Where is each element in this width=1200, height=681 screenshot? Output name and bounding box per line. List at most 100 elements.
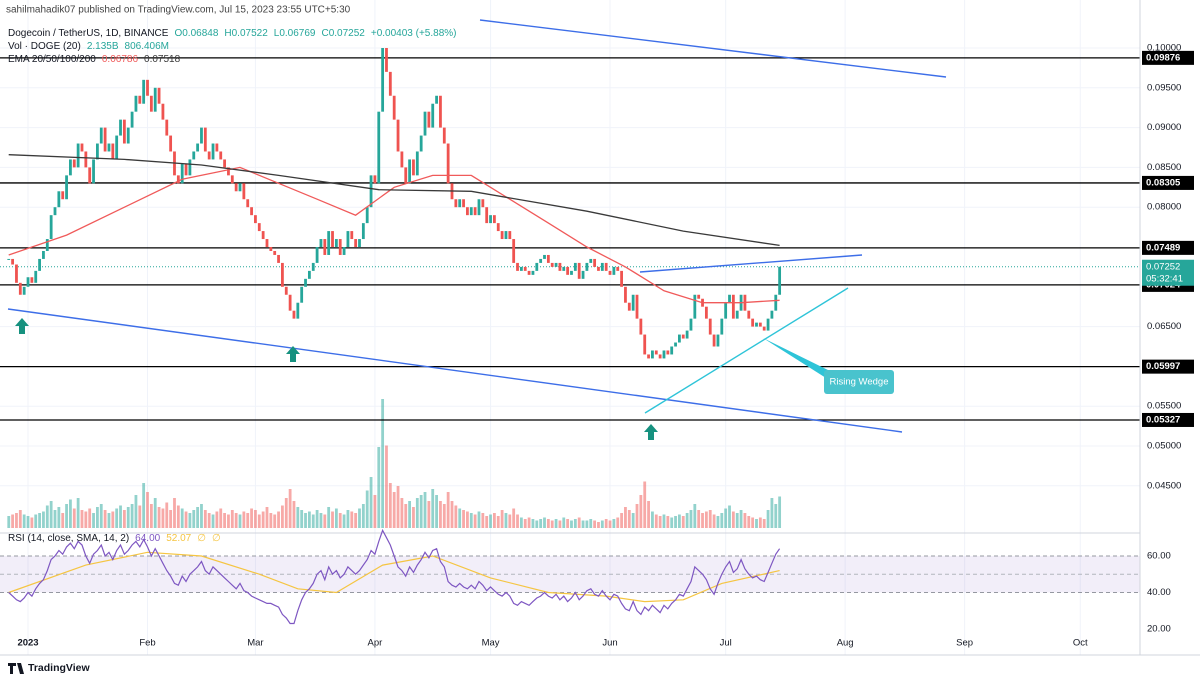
volume-bar	[597, 522, 600, 528]
volume-bar	[701, 513, 704, 528]
volume-bar	[385, 445, 388, 528]
volume-bar	[288, 489, 292, 528]
candle	[735, 310, 739, 319]
volume-bar	[427, 501, 431, 528]
volume-bar	[666, 516, 670, 528]
volume-bar	[296, 507, 300, 528]
candle	[681, 334, 685, 339]
volume-bar	[319, 513, 323, 528]
candle	[269, 246, 273, 251]
candle	[119, 119, 122, 136]
volume-bar	[146, 492, 149, 528]
volume-bar	[99, 504, 103, 528]
candle	[392, 95, 396, 120]
volume-bar	[612, 519, 616, 528]
candle	[358, 239, 361, 247]
legend-item: 2.135B	[87, 41, 119, 52]
volume-bar	[624, 507, 627, 528]
candle	[477, 199, 481, 216]
volume-bar	[654, 514, 658, 528]
volume-bar	[230, 510, 234, 528]
volume-bar	[446, 492, 450, 528]
volume-bar	[26, 516, 30, 528]
candle	[720, 318, 724, 335]
candle	[770, 310, 774, 319]
candle	[778, 266, 782, 295]
legend-item: ∅	[197, 533, 206, 544]
candle	[196, 143, 200, 152]
volume-bar	[15, 513, 18, 528]
candle	[300, 286, 304, 303]
candle	[153, 87, 157, 112]
volume-bar	[65, 504, 68, 528]
candle	[570, 270, 573, 275]
legend-title: Dogecoin / TetherUS, 1D, BINANCE O0.06848…	[8, 28, 456, 39]
countdown: 05:32:41	[1146, 273, 1183, 284]
arrow	[644, 424, 658, 440]
volume-bar	[762, 519, 766, 528]
volume-bar	[42, 511, 45, 528]
candle	[180, 163, 184, 184]
x-tick-label: May	[482, 638, 500, 649]
volume-bar	[196, 507, 200, 528]
x-tick-label: Apr	[368, 638, 383, 649]
candle	[689, 318, 693, 331]
volume-bar	[674, 516, 677, 528]
candle	[635, 294, 639, 319]
volume-bar	[439, 501, 442, 528]
level-label: 0.08305	[1146, 177, 1181, 188]
candle	[273, 250, 277, 255]
candle	[458, 199, 462, 208]
candle	[230, 175, 234, 184]
volume-bar	[647, 501, 650, 528]
arrow	[286, 346, 300, 362]
candle	[334, 239, 338, 247]
callout-text: Rising Wedge	[830, 377, 889, 388]
candle	[57, 191, 61, 208]
volume-bar	[373, 495, 377, 528]
volume-bar	[751, 517, 755, 528]
volume-bar	[593, 520, 597, 528]
legend-item: C0.07252	[321, 28, 365, 39]
legend-item: 52.07	[166, 533, 191, 544]
volume-bar	[227, 514, 230, 528]
volume-bar	[149, 504, 153, 528]
candle	[408, 159, 412, 184]
candle	[593, 258, 597, 267]
callout-box	[824, 370, 894, 394]
candle	[157, 87, 161, 104]
candle	[728, 294, 731, 303]
volume-bar	[7, 516, 11, 528]
y-tick-label: 0.04500	[1147, 480, 1181, 491]
volume-bar	[662, 514, 666, 528]
x-tick-label: Feb	[139, 638, 155, 649]
candle	[115, 135, 119, 160]
trendline	[479, 19, 947, 78]
candle	[34, 270, 38, 283]
volume-bar	[766, 510, 770, 528]
level-tag	[1142, 412, 1194, 427]
volume-bar	[369, 477, 373, 528]
volume-bar	[523, 519, 527, 528]
y-tick-label: 0.09000	[1147, 122, 1181, 133]
candle	[469, 207, 473, 216]
legend-item: 0.07518	[144, 54, 181, 65]
candle	[176, 175, 180, 184]
volume-bar	[57, 507, 61, 528]
brand: TradingView	[28, 662, 90, 674]
last-price-label: 0.07252	[1146, 261, 1180, 272]
volume-bar	[473, 514, 477, 528]
candle	[654, 350, 658, 355]
candle	[346, 231, 350, 247]
candle	[219, 151, 223, 160]
volume-bar	[442, 504, 446, 528]
legend-ema: EMA 20/50/100/200 0.06786 0.07518	[8, 54, 181, 65]
volume-bar	[269, 513, 273, 528]
candle	[373, 175, 377, 184]
candle	[396, 119, 400, 152]
volume-bar	[747, 516, 751, 528]
candle	[585, 262, 589, 271]
candle	[49, 215, 53, 240]
candle	[758, 322, 762, 327]
y-tick-label: 0.09500	[1147, 82, 1181, 93]
